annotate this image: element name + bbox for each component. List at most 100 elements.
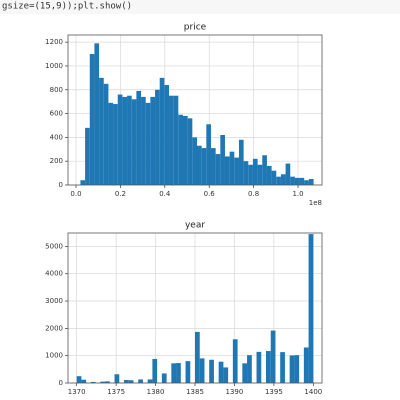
bar: [164, 85, 170, 185]
bar: [289, 355, 295, 383]
y-tick-label: 0: [59, 181, 63, 189]
bar: [150, 96, 156, 185]
bar: [290, 176, 295, 185]
bar: [303, 347, 309, 383]
bar: [280, 174, 286, 185]
bar: [232, 339, 238, 383]
bar: [220, 135, 225, 185]
bar: [124, 379, 129, 383]
bar: [218, 361, 224, 383]
bar: [117, 94, 123, 185]
bar: [304, 180, 309, 185]
y-tick-label: 1000: [45, 352, 63, 360]
y-tick-label: 200: [50, 157, 63, 165]
x-tick-label: 1380: [147, 388, 165, 396]
bar: [199, 358, 205, 383]
x-tick-label: 1385: [186, 388, 204, 396]
y-tick-label: 800: [50, 86, 63, 94]
bar: [131, 99, 137, 185]
bar: [242, 363, 248, 383]
bar: [176, 363, 181, 383]
bar: [152, 358, 158, 383]
bar: [138, 379, 143, 383]
bar: [257, 164, 263, 185]
bar: [147, 379, 153, 383]
bar: [169, 95, 174, 185]
code-cell: [0, 0, 400, 14]
y-tick-label: 3000: [45, 297, 63, 305]
bar: [173, 95, 179, 185]
y-tick-label: 4000: [45, 270, 63, 278]
bar: [223, 367, 229, 383]
bar: [299, 177, 305, 185]
bar: [141, 96, 146, 185]
bar: [252, 158, 258, 185]
bar: [210, 148, 216, 185]
bar: [224, 156, 230, 185]
bar: [122, 96, 128, 185]
bar: [215, 154, 221, 185]
bar: [256, 351, 262, 383]
y-tick-label: 400: [50, 133, 63, 141]
x-tick-label: 1395: [265, 388, 283, 396]
bar: [195, 331, 200, 383]
bar: [145, 102, 151, 185]
bar: [276, 176, 281, 185]
bar: [85, 127, 90, 185]
code-line: gsize=(15,9));plt.show(): [2, 2, 132, 12]
bar: [294, 355, 300, 383]
bar: [76, 376, 82, 383]
bar: [192, 137, 197, 185]
bar: [108, 102, 114, 185]
bar: [171, 363, 177, 383]
bar: [229, 151, 235, 185]
bar: [113, 104, 118, 185]
bar: [128, 380, 134, 383]
axes-frame: [67, 232, 323, 384]
bar: [285, 163, 291, 185]
bar: [81, 379, 87, 383]
bar: [209, 359, 214, 383]
bar: [103, 83, 109, 185]
bar: [265, 351, 271, 383]
bar: [100, 381, 106, 383]
bar: [161, 373, 167, 383]
x-offset-label: 1e8: [309, 199, 322, 207]
bar: [280, 352, 285, 383]
bar: [183, 115, 188, 185]
x-tick-label: 1370: [68, 388, 86, 396]
x-tick-label: 0.4: [159, 190, 171, 198]
axes-frame: [67, 34, 323, 186]
x-tick-label: 0.0: [70, 190, 81, 198]
x-tick-label: 0.8: [248, 190, 259, 198]
bar: [206, 124, 211, 185]
x-tick-label: 1400: [304, 388, 322, 396]
bar: [308, 234, 314, 383]
bar: [247, 355, 252, 383]
x-tick-label: 1375: [107, 388, 125, 396]
bar: [243, 161, 249, 185]
chart-title: year: [185, 221, 205, 231]
bar: [90, 381, 96, 383]
x-tick-label: 1390: [226, 388, 244, 396]
bar: [185, 361, 191, 383]
bar: [234, 157, 239, 185]
bar: [308, 179, 314, 185]
bar: [262, 155, 267, 185]
x-tick-label: 0.6: [204, 190, 216, 198]
bar: [155, 89, 160, 185]
bar: [196, 145, 202, 185]
bar: [80, 180, 86, 185]
bar: [238, 139, 244, 185]
bar: [266, 165, 272, 185]
bar: [271, 170, 277, 185]
bar: [159, 77, 165, 185]
bar: [201, 148, 207, 185]
bar: [94, 43, 100, 186]
bar: [99, 77, 104, 185]
bar: [136, 90, 142, 185]
y-tick-label: 0: [59, 379, 63, 387]
bar: [270, 330, 276, 383]
